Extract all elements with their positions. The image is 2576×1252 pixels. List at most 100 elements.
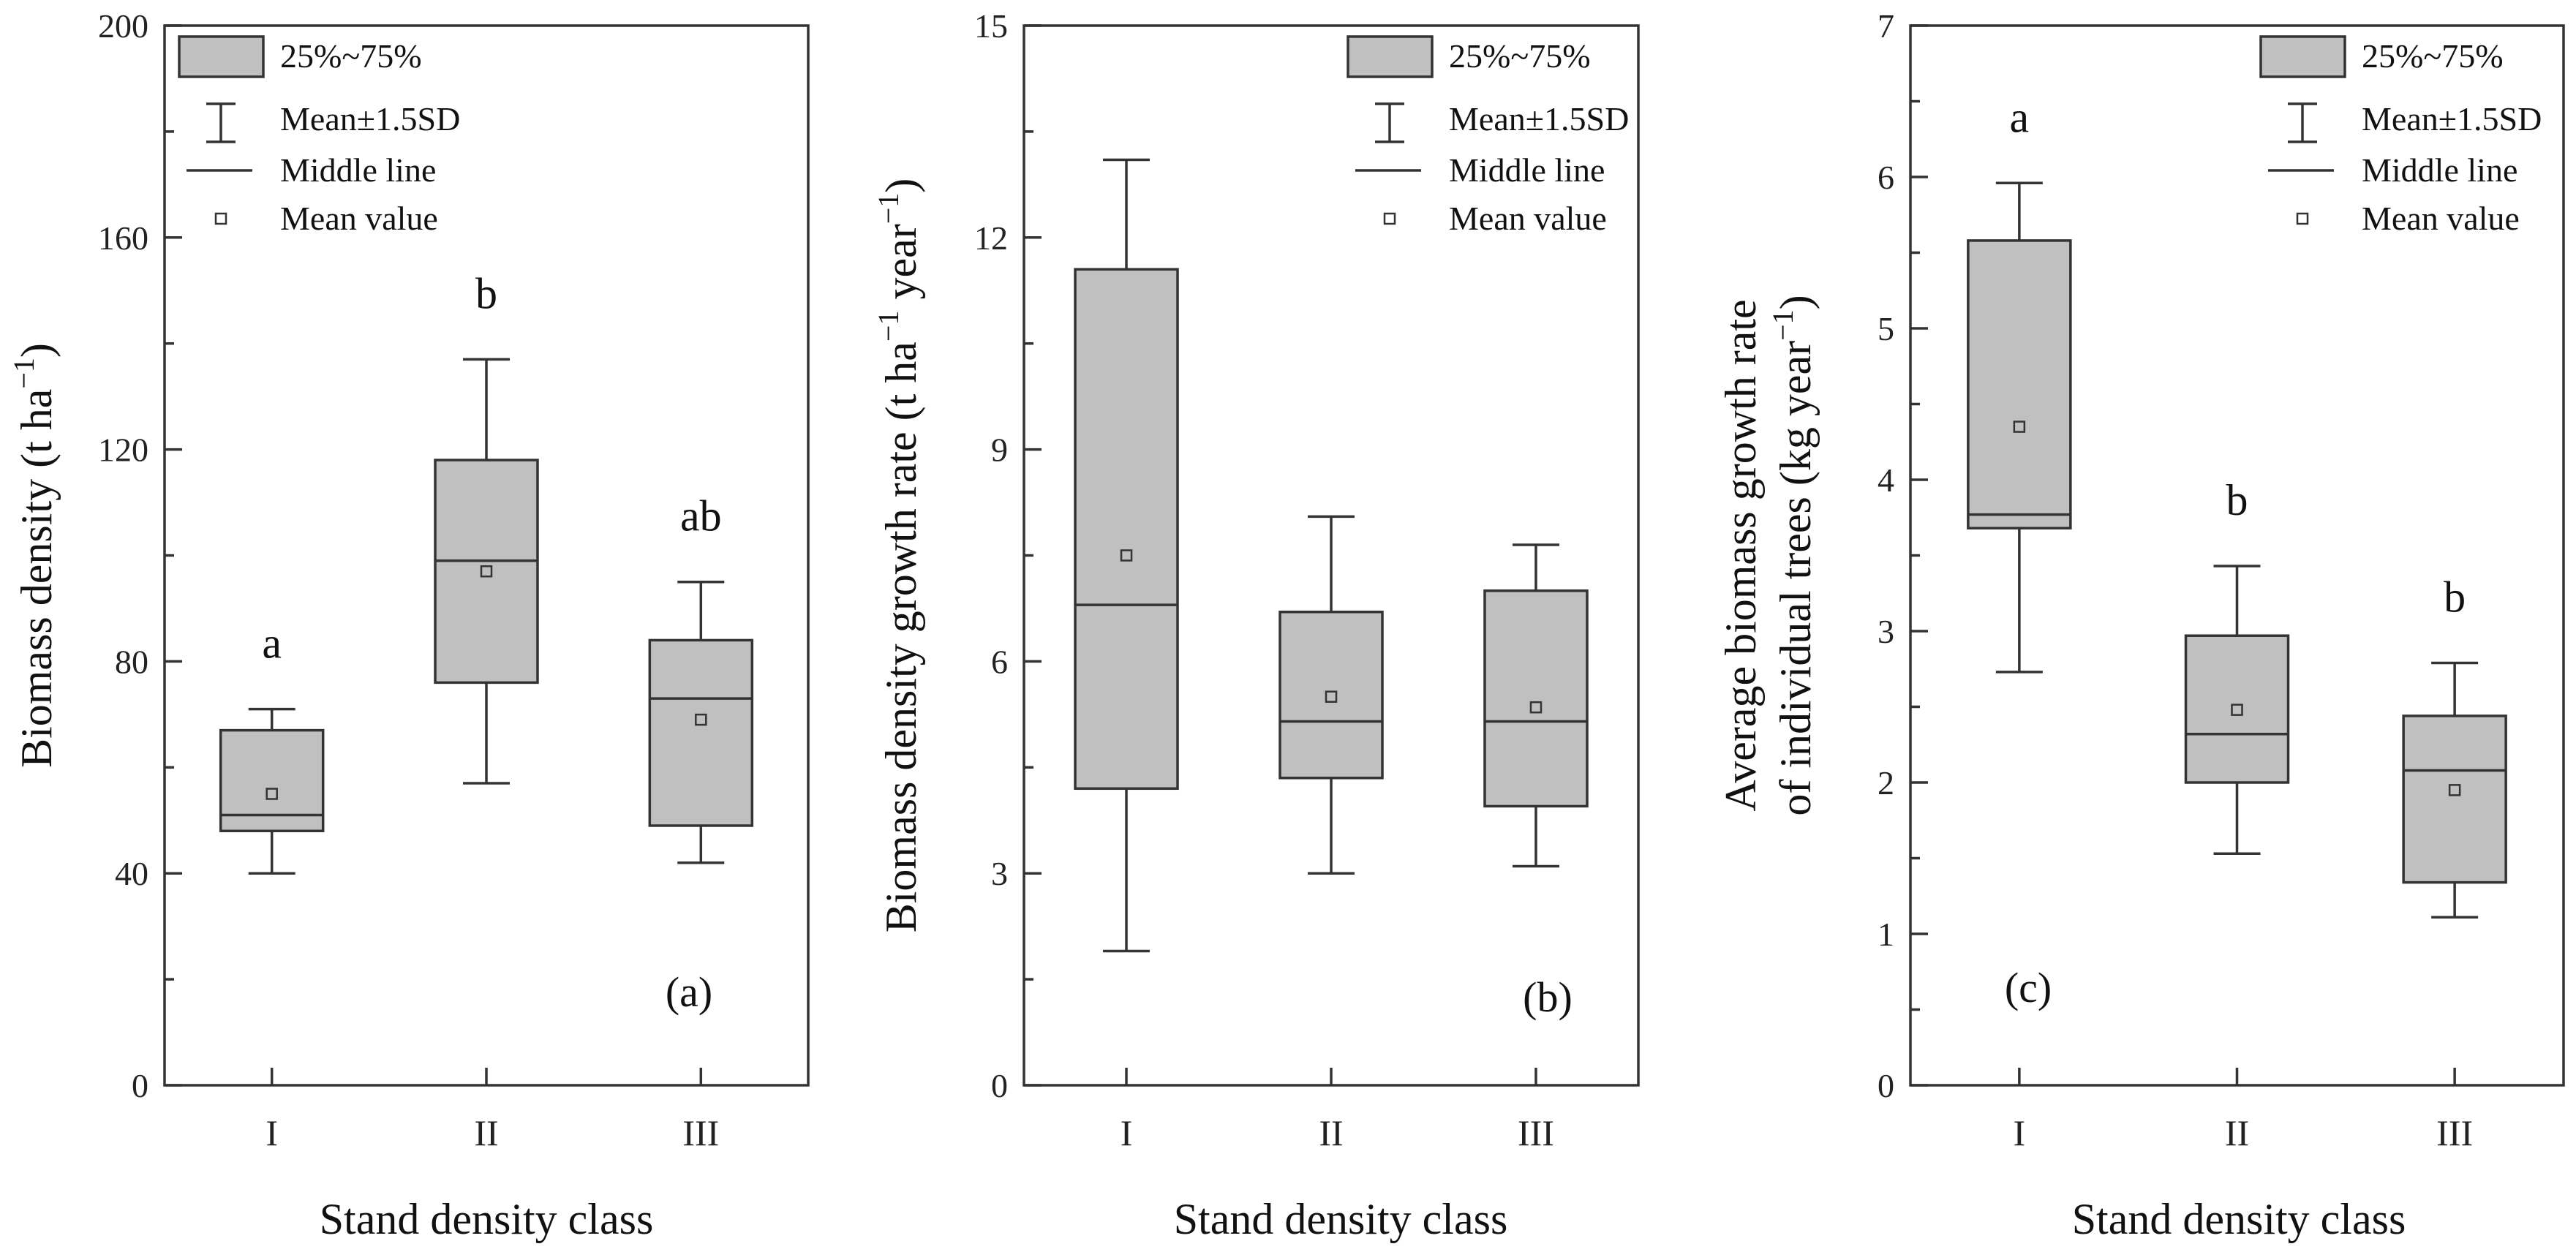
panel-label: (c) (2005, 964, 2052, 1011)
box-group (1074, 158, 1179, 953)
x-tick-label: III (1518, 1112, 1554, 1153)
y-tick-label: 7 (1878, 7, 1894, 45)
significance-letter: b (2226, 476, 2248, 524)
legend-whisker-label: Mean±1.5SD (1449, 100, 1629, 137)
legend-mean-label: Mean value (2362, 200, 2520, 237)
y-tick-label: 6 (1878, 159, 1894, 196)
mean-marker (2448, 784, 2461, 796)
mean-marker (265, 788, 278, 800)
mean-marker (1325, 690, 1338, 703)
significance-letter: a (262, 619, 282, 668)
legend-mean-swatch (1383, 212, 1396, 225)
legend-median-label: Middle line (280, 151, 436, 189)
legend-mean-label: Mean value (1449, 200, 1607, 237)
panel-label: (b) (1523, 973, 1573, 1021)
x-axis-title: Stand density class (2072, 1195, 2406, 1243)
legend-box-label: 25%~75% (2362, 37, 2504, 75)
box-group: a (1967, 93, 2072, 674)
significance-letter: b (2444, 573, 2466, 621)
box-group: b (434, 269, 539, 785)
box-group (1483, 543, 1589, 868)
legend-whisker-label: Mean±1.5SD (2362, 100, 2542, 137)
legend-box-label: 25%~75% (1449, 37, 1591, 75)
y-tick-label: 3 (1878, 613, 1894, 650)
y-axis-title-end: ) (1771, 295, 1820, 309)
y-axis-title: of individual trees (kg year−1) (1766, 295, 1820, 815)
x-axis-title: Stand density class (320, 1195, 654, 1243)
legend-box-swatch (2259, 35, 2346, 78)
legend-whisker-label: Mean±1.5SD (280, 100, 460, 137)
significance-letter: a (2010, 93, 2030, 141)
mean-marker (2013, 421, 2026, 433)
x-tick-label: I (2014, 1112, 2026, 1153)
legend: 25%~75% Mean±1.5SD Middle line Mean value (178, 35, 460, 237)
box-iqr (1074, 268, 1179, 791)
mean-marker (480, 565, 493, 578)
y-axis-title-main: of individual trees (kg year (1771, 341, 1820, 816)
legend-median-label: Middle line (2362, 151, 2517, 189)
x-tick-label: I (265, 1112, 278, 1153)
y-tick-label: 5 (1878, 310, 1894, 347)
y-axis-title: Biomass density growth rate (t ha−1 year… (872, 178, 925, 933)
legend-mean-swatch (2296, 212, 2309, 225)
y-axis-title-line1: Average biomass growth rate (1717, 299, 1765, 811)
x-tick-label: III (682, 1112, 719, 1153)
y-tick-label: 9 (991, 431, 1008, 469)
legend-box-swatch (1347, 35, 1434, 78)
y-axis-title-sup: −1 (872, 311, 905, 342)
y-tick-label: 0 (991, 1067, 1008, 1104)
y-tick-label: 12 (974, 219, 1008, 257)
x-tick-label: II (2225, 1112, 2249, 1153)
y-axis-title-main: Biomass density growth rate (t ha (877, 342, 925, 932)
mean-marker (1529, 701, 1543, 714)
mean-marker (1120, 549, 1133, 562)
box-group: a (219, 619, 325, 875)
y-tick-label: 120 (98, 431, 148, 469)
legend-box-swatch (178, 35, 265, 78)
y-tick-label: 1 (1878, 916, 1894, 953)
y-axis-title-mid: year (877, 224, 925, 310)
panel-label: (a) (666, 968, 712, 1016)
box-iqr (1967, 239, 2072, 529)
legend-median-label: Middle line (1449, 151, 1605, 189)
y-tick-label: 80 (115, 643, 148, 680)
box-iqr (648, 638, 754, 827)
legend-mean-swatch (214, 212, 227, 225)
x-tick-label: II (1319, 1112, 1343, 1153)
box-iqr (1483, 589, 1589, 808)
box-iqr (2402, 714, 2507, 884)
x-tick-label: I (1121, 1112, 1133, 1153)
x-axis-title: Stand density class (1174, 1195, 1508, 1243)
mean-marker (695, 713, 707, 726)
y-tick-label: 160 (98, 219, 148, 257)
significance-letter: b (475, 269, 497, 317)
y-tick-label: 2 (1878, 764, 1894, 802)
y-tick-label: 0 (1878, 1067, 1894, 1104)
box-iqr (1278, 611, 1384, 780)
x-tick-label: III (2436, 1112, 2473, 1153)
y-axis-title: Biomass density (t ha−1) (7, 343, 61, 768)
box-group: ab (648, 492, 754, 864)
legend-box-label: 25%~75% (280, 37, 422, 75)
box-iqr (2184, 634, 2290, 784)
significance-letter: ab (680, 492, 722, 540)
y-tick-label: 3 (991, 855, 1008, 892)
y-axis-title-end: ) (12, 343, 61, 358)
y-axis-title-end: ) (877, 178, 925, 193)
y-tick-label: 40 (115, 855, 148, 892)
y-tick-label: 200 (98, 7, 148, 45)
box-iqr (434, 459, 539, 685)
box-group: b (2402, 573, 2507, 919)
legend-mean-label: Mean value (280, 200, 438, 237)
y-tick-label: 15 (974, 7, 1008, 45)
x-tick-label: II (474, 1112, 498, 1153)
y-tick-label: 4 (1878, 461, 1894, 499)
y-axis-title-sup2: −1 (872, 193, 905, 225)
y-axis-title-sup: −1 (7, 358, 40, 389)
y-tick-label: 6 (991, 643, 1008, 680)
legend: 25%~75% Mean±1.5SD Middle line Mean value (1347, 35, 1629, 237)
mean-marker (2231, 704, 2243, 716)
